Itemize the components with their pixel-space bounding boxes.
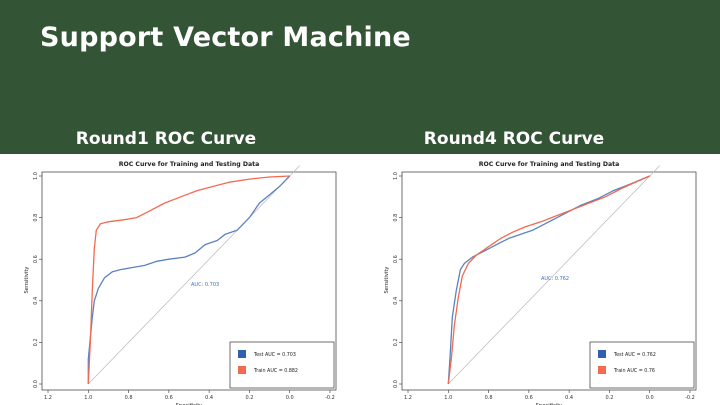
x-tick-label: -0.2: [685, 395, 695, 401]
x-axis-label: Specificity: [176, 403, 203, 405]
legend-label: Train AUC = 0.76: [613, 368, 655, 374]
plot-frame: [41, 171, 337, 391]
y-tick-label: 0.0: [33, 380, 39, 388]
legend-label: Test AUC = 0.703: [253, 352, 296, 358]
legend-swatch: [598, 350, 606, 358]
y-axis-label: Sensitivity: [24, 266, 30, 293]
legend-label: Test AUC = 0.762: [613, 352, 656, 358]
y-tick-label: 0.8: [393, 214, 399, 222]
chart-title: ROC Curve for Training and Testing Data: [479, 161, 620, 168]
plot-frame: [401, 171, 697, 391]
x-tick-label: -0.2: [325, 395, 335, 401]
chart-heading-round4: Round4 ROC Curve: [423, 129, 605, 149]
x-tick-label: 0.8: [485, 395, 493, 401]
roc-line-test: [87, 175, 291, 384]
x-tick-label: 0.6: [165, 395, 173, 401]
x-tick-label: 0.6: [525, 395, 533, 401]
slide-title: Support Vector Machine: [40, 22, 411, 53]
x-tick-label: 0.4: [205, 395, 213, 401]
y-tick-label: 1.0: [33, 172, 39, 180]
y-tick-label: 0.0: [393, 380, 399, 388]
auc-annotation: AUC: 0.762: [541, 276, 569, 282]
roc-line-train: [447, 175, 650, 385]
legend-swatch: [598, 366, 606, 374]
x-tick-label: 1.0: [444, 395, 452, 401]
auc-annotation: AUC: 0.703: [191, 282, 219, 288]
legend-box: [229, 341, 335, 389]
y-tick-label: 0.8: [33, 214, 39, 222]
roc-chart-round4: ROC Curve for Training and Testing Data 1…: [384, 161, 697, 405]
chart-title: ROC Curve for Training and Testing Data: [119, 161, 260, 168]
x-tick-label: 0.2: [605, 395, 613, 401]
roc-line-test: [447, 175, 650, 385]
x-axis-label: Specificity: [536, 403, 563, 405]
chart-heading-round1: Round1 ROC Curve: [75, 129, 257, 149]
roc-chart-round1: ROC Curve for Training and Testing Data 1…: [24, 161, 337, 405]
y-tick-label: 0.6: [393, 255, 399, 263]
y-axis-label: Sensitivity: [384, 266, 390, 293]
legend-swatch: [238, 350, 246, 358]
x-tick-label: 0.0: [646, 395, 654, 401]
legend-swatch: [238, 366, 246, 374]
slide-header: Support Vector Machine Round1 ROC Curve …: [0, 0, 720, 154]
y-tick-label: 0.6: [33, 255, 39, 263]
roc-line-train: [87, 175, 290, 385]
x-tick-label: 1.2: [404, 395, 412, 401]
x-tick-label: 0.0: [286, 395, 294, 401]
x-tick-label: 0.8: [125, 395, 133, 401]
y-tick-label: 0.2: [393, 338, 399, 346]
reference-diagonal: [88, 165, 301, 385]
legend-label: Train AUC = 0.882: [253, 368, 298, 374]
y-tick-label: 1.0: [393, 172, 399, 180]
y-tick-label: 0.2: [33, 338, 39, 346]
x-tick-label: 1.0: [84, 395, 92, 401]
reference-diagonal: [448, 165, 661, 385]
y-tick-label: 0.4: [393, 297, 399, 305]
y-tick-label: 0.4: [33, 297, 39, 305]
x-tick-label: 0.2: [245, 395, 253, 401]
x-tick-label: 0.4: [565, 395, 573, 401]
x-tick-label: 1.2: [44, 395, 52, 401]
legend-box: [589, 341, 695, 389]
